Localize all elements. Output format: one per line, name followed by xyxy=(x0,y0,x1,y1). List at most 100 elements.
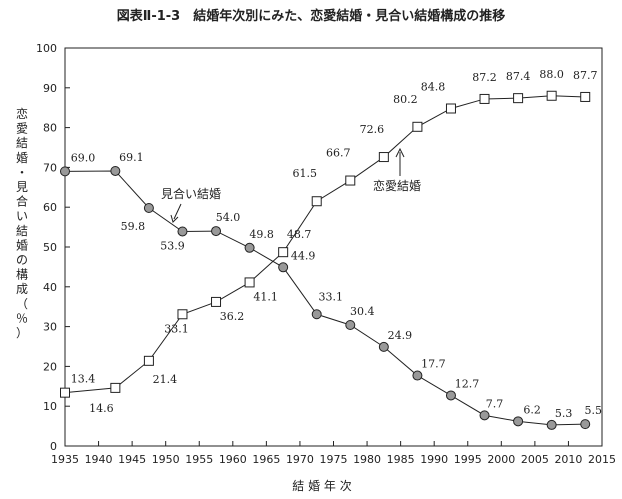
data-label: 54.0 xyxy=(216,211,241,224)
point-renai xyxy=(378,152,389,163)
annotation-renai-arrowhead xyxy=(395,147,405,158)
point-renai xyxy=(546,90,557,101)
x-tick-label: 2005 xyxy=(521,453,549,466)
data-labels: 69.0 69.1 59.8 53.9 54.0 49.8 44.9 33.1 30.4 24.9… xyxy=(71,68,602,420)
point-renai xyxy=(278,247,289,258)
data-label: 41.1 xyxy=(253,290,278,303)
series-line-1 xyxy=(64,95,586,394)
point-miai xyxy=(60,166,70,177)
point-renai xyxy=(60,387,70,398)
data-label: 84.8 xyxy=(421,80,446,93)
x-tick-label: 1980 xyxy=(353,453,381,466)
y-tick-label: 50 xyxy=(43,241,57,254)
point-renai xyxy=(244,277,255,288)
x-tick-label: 2015 xyxy=(588,453,616,466)
data-label: 66.7 xyxy=(326,147,351,160)
point-miai xyxy=(211,226,222,237)
x-tick-label: 1975 xyxy=(320,453,348,466)
data-label: 88.0 xyxy=(539,68,564,81)
annotation-miai-arrow xyxy=(173,203,182,220)
y-tick-label: 40 xyxy=(43,281,57,294)
x-tick-label: 2000 xyxy=(487,453,515,466)
annotation-renai-text: 恋愛結婚 xyxy=(373,178,421,193)
point-renai xyxy=(580,91,591,102)
data-label: 24.9 xyxy=(388,329,413,342)
data-label: 33.1 xyxy=(318,290,343,303)
plot-frame xyxy=(64,47,603,447)
x-tick-label: 1935 xyxy=(51,453,79,466)
x-axis-title: 結 婚 年 次 xyxy=(292,479,351,493)
x-tick-label: 1990 xyxy=(420,453,448,466)
data-label: 30.4 xyxy=(350,305,375,318)
data-label: 69.0 xyxy=(71,151,96,164)
data-label: 61.5 xyxy=(292,167,317,180)
y-tick-label: 80 xyxy=(43,122,57,135)
point-renai xyxy=(479,93,490,104)
data-label: 69.1 xyxy=(119,151,144,164)
x-tick-label: 1960 xyxy=(219,453,247,466)
point-renai xyxy=(177,309,188,320)
data-label: 53.9 xyxy=(160,239,185,252)
data-label: 48.7 xyxy=(287,228,312,241)
data-label: 17.7 xyxy=(421,358,446,371)
point-renai xyxy=(445,103,456,114)
data-label: 6.2 xyxy=(523,403,541,416)
series-lines xyxy=(64,95,586,426)
data-label: 87.2 xyxy=(472,71,497,84)
data-label: 87.7 xyxy=(573,69,598,82)
data-label: 5.3 xyxy=(555,407,573,420)
point-miai xyxy=(580,419,591,430)
data-label: 33.1 xyxy=(164,322,189,335)
y-tick-label: 60 xyxy=(43,201,57,214)
data-label: 87.4 xyxy=(506,70,531,83)
point-renai xyxy=(143,355,154,366)
y-tick-label: 0 xyxy=(50,440,57,453)
y-tick-label: 20 xyxy=(43,360,57,373)
data-label: 72.6 xyxy=(360,123,385,136)
y-axis-title-text: 恋愛結婚・見合い結婚の構成（％） xyxy=(16,106,28,340)
y-axis-ticks: 0 10 20 30 40 50 60 70 80 90 100 xyxy=(36,42,70,453)
point-renai xyxy=(110,382,121,393)
y-tick-label: 100 xyxy=(36,42,57,55)
series-markers xyxy=(60,90,591,430)
point-miai xyxy=(311,309,322,320)
x-tick-label: 1945 xyxy=(118,453,146,466)
point-miai xyxy=(445,390,456,401)
data-label: 44.9 xyxy=(291,249,316,262)
data-label: 49.8 xyxy=(249,228,274,241)
data-label: 14.6 xyxy=(89,402,114,415)
point-renai xyxy=(345,175,356,186)
point-renai xyxy=(513,93,524,104)
x-tick-label: 1965 xyxy=(252,453,280,466)
series-line-0 xyxy=(64,170,586,426)
data-label: 13.4 xyxy=(71,373,96,386)
data-label: 21.4 xyxy=(153,373,178,386)
data-label: 80.2 xyxy=(393,93,418,106)
data-label: 59.8 xyxy=(121,220,146,233)
chart-title: 図表Ⅱ-1-3 結婚年次別にみた、恋愛結婚・見合い結婚構成の推移 xyxy=(117,8,505,24)
point-miai xyxy=(244,242,255,253)
point-renai xyxy=(211,296,222,307)
point-miai xyxy=(513,416,524,427)
point-miai xyxy=(143,202,154,213)
x-tick-label: 1955 xyxy=(185,453,213,466)
data-label: 36.2 xyxy=(220,310,245,323)
data-label: 12.7 xyxy=(455,377,480,390)
point-miai xyxy=(345,320,356,331)
annotation-miai-arrowhead xyxy=(170,214,179,223)
x-axis-ticks: 1935 1940 1945 1950 1955 1960 1965 1970 1975 1980… xyxy=(51,441,616,466)
x-tick-label: 2010 xyxy=(554,453,582,466)
y-tick-label: 30 xyxy=(43,321,57,334)
annotation-miai: 見合い結婚 xyxy=(161,186,221,223)
data-label: 7.7 xyxy=(486,397,504,410)
point-miai xyxy=(412,370,423,381)
x-tick-label: 1995 xyxy=(454,453,482,466)
point-miai xyxy=(177,226,188,237)
data-label: 5.5 xyxy=(584,404,602,417)
annotation-miai-text: 見合い結婚 xyxy=(161,186,221,201)
annotation-renai: 恋愛結婚 xyxy=(373,147,421,193)
y-tick-label: 10 xyxy=(43,400,57,413)
x-tick-label: 1950 xyxy=(152,453,180,466)
point-miai xyxy=(110,165,121,176)
